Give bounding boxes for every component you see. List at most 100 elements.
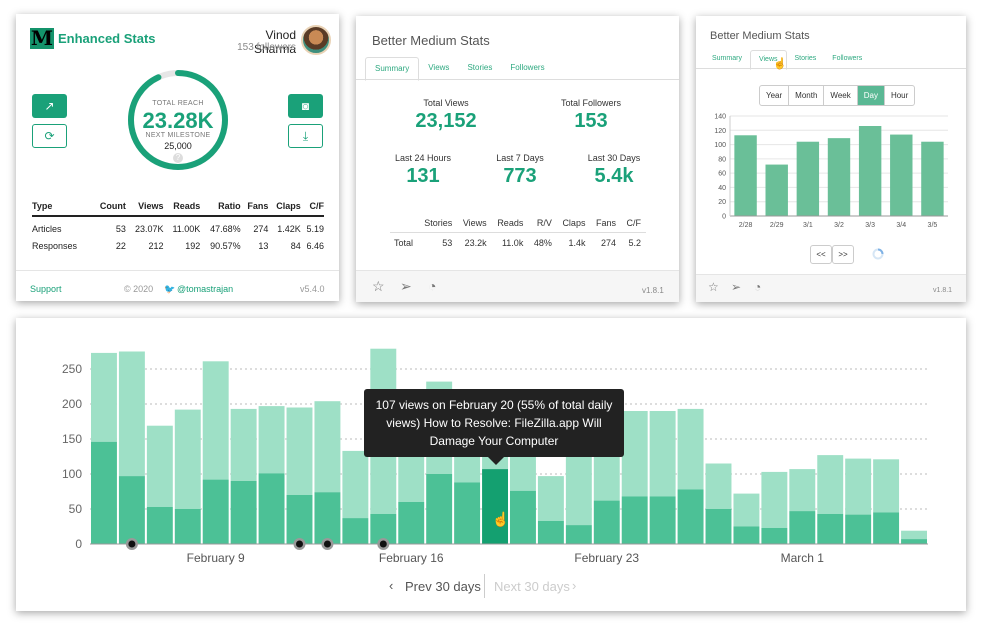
open-external-icon: ↗ — [44, 99, 55, 113]
bar-segment-other — [398, 456, 425, 502]
version-label: v1.8.1 — [933, 287, 953, 294]
tab-summary[interactable]: Summary — [365, 57, 420, 81]
next-arrow-icon: › — [572, 578, 577, 593]
table-cell: 5.19 — [306, 224, 324, 234]
bar — [796, 141, 820, 216]
table-cell: 1.4k — [568, 238, 586, 249]
table-cell: 23.2k — [464, 238, 487, 249]
milestone-marker-dot — [128, 540, 136, 548]
bar-segment-other — [845, 458, 872, 515]
download-button[interactable]: ⤓ — [288, 124, 323, 148]
table-cell: 11.00K — [172, 224, 201, 234]
milestone-marker-dot — [296, 540, 303, 548]
period-hour[interactable]: Hour — [890, 91, 909, 100]
x-tick-label: February 9 — [187, 551, 245, 565]
bar-segment-story — [398, 502, 425, 544]
last-30-days-value: 5.4k — [594, 165, 634, 187]
table-header-cell: Views — [462, 217, 487, 228]
enhanced-stats-panel: M Enhanced Stats Vinod Sharma 153 follow… — [16, 14, 339, 301]
next-30-days-button[interactable]: Next 30 days — [494, 579, 570, 594]
panel-footer — [356, 270, 679, 302]
x-tick-label: February 16 — [379, 551, 444, 565]
bar-segment-other — [91, 352, 117, 442]
bar-segment-other — [621, 411, 648, 497]
table-header-cell: Type — [32, 198, 92, 217]
x-tick-label: 3/4 — [896, 222, 906, 229]
bar-segment-other — [174, 409, 201, 509]
version-label: v1.8.1 — [642, 286, 664, 295]
table-cell: Responses — [32, 241, 78, 251]
twitter-link[interactable]: @tomastrajan — [177, 284, 234, 294]
pager-divider — [484, 574, 485, 598]
tab-summary[interactable]: Summary — [712, 55, 742, 62]
bar-segment-other — [817, 455, 844, 514]
table-header-cell: Fans — [595, 217, 616, 228]
camera-button[interactable]: ◙ — [288, 94, 323, 118]
bar-segment-story — [621, 496, 648, 544]
better-medium-stats-summary-panel: Better Medium Stats Summary Views Storie… — [356, 16, 679, 302]
bar-segment-other — [873, 459, 900, 513]
period-week[interactable]: Week — [824, 86, 858, 105]
bar-segment-other — [565, 456, 592, 526]
bar-segment-story — [258, 473, 285, 544]
bar-segment-story — [426, 474, 453, 544]
star-icon[interactable]: ☆ — [708, 280, 719, 294]
bar-segment-story — [286, 495, 313, 544]
bar-segment-other — [286, 407, 313, 495]
open-external-button[interactable]: ↗ — [32, 94, 67, 118]
period-month[interactable]: Month — [789, 86, 825, 105]
refresh-button[interactable]: ⟳ — [32, 124, 67, 148]
bar-segment-other — [258, 406, 285, 474]
tab-stories[interactable]: Stories — [467, 63, 493, 72]
help-icon[interactable]: ? — [173, 153, 183, 163]
tab-followers[interactable]: Followers — [510, 63, 545, 72]
total-views-label: Total Views — [423, 98, 469, 108]
table-cell: 192 — [185, 241, 201, 251]
camera-icon: ◙ — [301, 99, 310, 113]
send-icon[interactable]: ➢ — [731, 280, 742, 294]
table-header-cell — [390, 214, 419, 232]
daily-views-chart: 0 20 40 60 80 100 120 140 2/28 2/29 3/1 3/2 3/3 3/4 3/… — [714, 114, 948, 229]
table-cell: 90.57% — [210, 241, 241, 251]
y-tick-label: 40 — [718, 185, 726, 192]
bar — [858, 126, 882, 216]
support-link[interactable]: Support — [30, 284, 62, 294]
y-tick-label: 140 — [714, 114, 726, 121]
reach-progress-ring — [128, 70, 228, 170]
medium-logo-icon: M — [30, 26, 54, 50]
send-icon[interactable]: ➢ — [400, 278, 412, 294]
summary-table: Stories Views Reads R/V Claps Fans C/F Total 53… — [390, 214, 646, 254]
bar-segment-other — [677, 408, 704, 490]
bar-segment-story — [901, 539, 927, 544]
prev-page-button[interactable]: << — [810, 245, 832, 264]
table-cell: 47.68% — [210, 224, 241, 234]
tab-views[interactable]: Views — [749, 50, 787, 70]
next-page-button[interactable]: >> — [832, 245, 854, 264]
bar-segment-story — [510, 490, 536, 544]
bar-segment-story — [845, 514, 872, 544]
period-year[interactable]: Year — [760, 86, 790, 105]
download-icon: ⤓ — [302, 129, 309, 143]
tab-views[interactable]: Views — [428, 63, 450, 72]
y-tick-label: 0 — [75, 537, 82, 551]
bar-segment-other — [789, 469, 816, 512]
last-24-hours-value: 131 — [406, 165, 440, 187]
user-name: Vinod Sharma — [253, 28, 296, 56]
table-cell: 22 — [115, 241, 126, 251]
tab-stories[interactable]: Stories — [794, 55, 817, 62]
tab-followers[interactable]: Followers — [832, 55, 863, 62]
table-header-cell: Claps — [562, 217, 586, 228]
period-day[interactable]: Day — [857, 86, 885, 105]
last-30-days-label: Last 30 Days — [587, 153, 641, 163]
github-icon[interactable]: ◔ — [754, 280, 762, 294]
avatar[interactable] — [301, 25, 331, 55]
twitter-icon[interactable]: 🐦 — [164, 284, 176, 294]
star-icon[interactable]: ☆ — [372, 278, 385, 294]
table-cell: 1.42K — [277, 224, 301, 234]
table-cell: 84 — [290, 241, 301, 251]
milestone-label: NEXT MILESTONE — [145, 132, 211, 139]
prev-30-days-button[interactable]: Prev 30 days — [405, 579, 481, 594]
y-tick-label: 100 — [62, 467, 82, 481]
copyright-text: © 2020 — [124, 284, 154, 294]
github-icon[interactable]: ◔ — [428, 278, 437, 294]
